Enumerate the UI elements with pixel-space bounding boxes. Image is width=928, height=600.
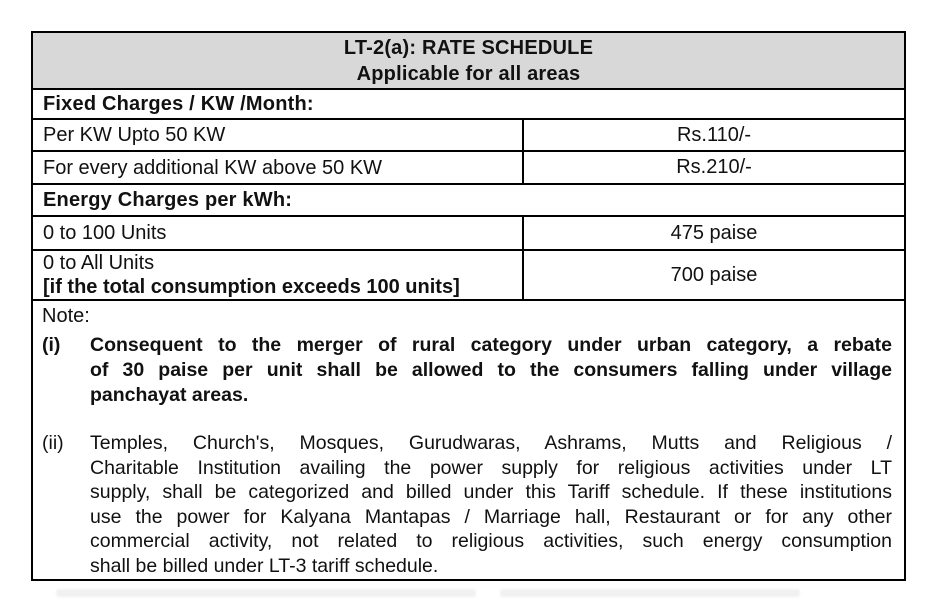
note-i-line: panchayat areas. [90,384,249,406]
note-heading: Note: [42,305,90,327]
fixed-row1-value: Rs.110/- [676,123,752,146]
note-ii-text: Temples, Church's, Mosques, Gurudwaras, … [90,431,892,578]
table-row: For every additional KW above 50 KW Rs.2… [33,152,904,185]
energy-row2-label: 0 to All Units [43,252,155,274]
note-ii-marker: (ii) [42,432,64,454]
note-ii-line: supply, shall be categorized and billed … [90,481,892,503]
table-title: LT-2(a): RATE SCHEDULE Applicable for al… [33,33,904,90]
note-item-i: (i) Consequent to the merger of rural ca… [42,333,892,408]
note-ii-line: shall be billed under LT-3 tariff schedu… [90,554,439,577]
table-title-line2: Applicable for all areas [356,62,581,85]
energy-charges-heading: Energy Charges per kWh: [43,188,293,211]
note-i-line: Consequent to the merger of rural catego… [90,334,892,356]
note-i-line: of 30 paise per unit shall be allowed to… [90,359,892,381]
scan-artifact [56,589,476,597]
note-ii-line: commercial activity, not related to reli… [90,530,892,552]
energy-row2-value: 700 paise [670,263,758,286]
fixed-row2-value: Rs.210/- [676,156,752,178]
note-i-marker: (i) [42,334,61,356]
note-ii-line: Temples, Church's, Mosques, Gurudwaras, … [90,432,892,454]
fixed-charges-heading: Fixed Charges / KW /Month: [43,92,314,115]
energy-row2-label-note: [if the total consumption exceeds 100 un… [43,276,460,298]
scan-artifact [500,589,800,597]
rate-schedule-table: LT-2(a): RATE SCHEDULE Applicable for al… [31,31,906,581]
table-row: 0 to 100 Units 475 paise [33,217,904,251]
table-title-line1: LT-2(a): RATE SCHEDULE [343,36,594,59]
energy-charges-heading-row: Energy Charges per kWh: [33,185,904,217]
energy-row2-label-cell: 0 to All Units [if the total consumption… [33,251,524,299]
fixed-row2-label: For every additional KW above 50 KW [33,152,524,183]
fixed-charges-heading-row: Fixed Charges / KW /Month: [33,90,904,120]
note-item-ii: (ii) Temples, Church's, Mosques, Gurudwa… [42,431,892,578]
table-row: Per KW Upto 50 KW Rs.110/- [33,120,904,152]
note-ii-line: use the power for Kalyana Mantapas / Mar… [90,505,892,528]
note-ii-line: Charitable Institution availing the powe… [90,456,892,479]
note-section: Note: (i) Consequent to the merger of ru… [33,301,904,579]
table-row: 0 to All Units [if the total consumption… [33,251,904,301]
energy-row1-label: 0 to 100 Units [33,217,524,249]
fixed-row1-label: Per KW Upto 50 KW [33,120,524,150]
energy-row1-value: 475 paise [670,221,758,244]
note-i-text: Consequent to the merger of rural catego… [90,333,892,408]
